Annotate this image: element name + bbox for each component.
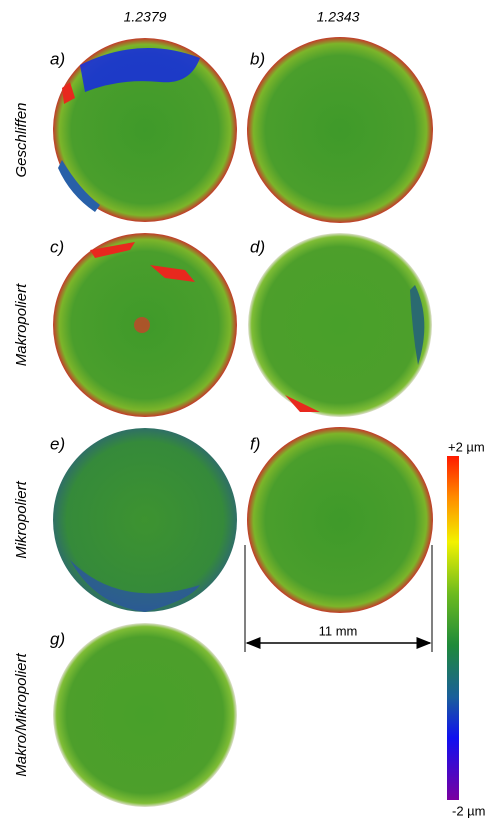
- surface-map: [247, 37, 433, 223]
- deviation-patch: [62, 82, 75, 104]
- row-label: Geschliffen: [13, 102, 30, 177]
- row-label: Mikropoliert: [13, 480, 30, 558]
- panel-label: f): [250, 434, 260, 453]
- panel-label: d): [250, 237, 265, 256]
- row-label: Makropoliert: [13, 283, 30, 366]
- deviation-patch: [150, 265, 195, 282]
- deviation-patch: [80, 48, 200, 92]
- surface-map: [248, 233, 432, 417]
- colorbar-label: -2 µm: [452, 803, 486, 818]
- panel-label: g): [50, 629, 65, 648]
- row-label: Makro/Mikropoliert: [13, 652, 30, 776]
- panel-label: e): [50, 434, 65, 453]
- surface-map: [247, 427, 433, 613]
- surface-map: [53, 428, 237, 612]
- deviation-patch: [58, 160, 100, 212]
- column-header: 1.2343: [317, 9, 360, 25]
- deviation-patch: [134, 317, 150, 333]
- panel-label: c): [50, 237, 64, 256]
- colorbar: [447, 456, 459, 800]
- deviation-patch: [90, 242, 135, 258]
- scale-label: 11 mm: [319, 623, 358, 638]
- surface-map: [53, 623, 237, 807]
- column-header: 1.2379: [124, 9, 167, 25]
- deviation-patch: [285, 395, 320, 412]
- panel-label: a): [50, 49, 65, 68]
- panel-label: b): [250, 49, 265, 68]
- colorbar-label: +2 µm: [448, 439, 485, 454]
- deviation-patch: [410, 285, 425, 365]
- deviation-patch: [70, 560, 200, 612]
